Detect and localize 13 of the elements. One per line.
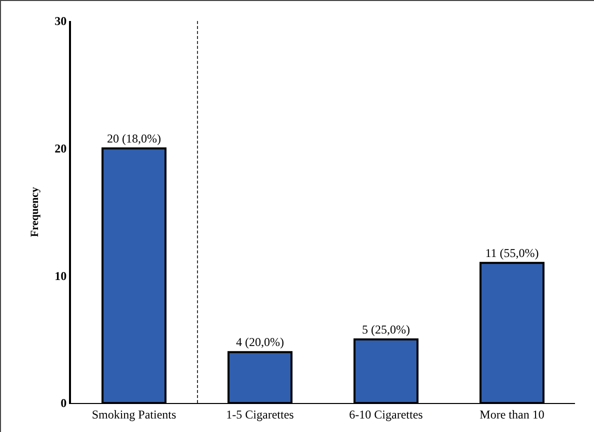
x-tick-label: Smoking Patients [92, 407, 176, 422]
y-tick-label: 0 [60, 396, 67, 410]
x-tick-label: 1-5 Cigarettes [226, 407, 294, 422]
x-tick-label: 6-10 Cigarettes [349, 407, 424, 422]
y-tick-label: 20 [54, 142, 67, 156]
y-tick-label: 30 [54, 14, 67, 28]
data-label: 4 (20,0%) [236, 335, 284, 350]
x-tick-label: More than 10 [480, 407, 544, 422]
y-axis-title: Frequency [29, 186, 41, 237]
data-label: 11 (55,0%) [485, 246, 539, 260]
data-label: 5 (25,0%) [362, 322, 410, 336]
y-tick-label: 10 [54, 268, 67, 283]
data-label: 20 (18,0%) [107, 131, 161, 146]
